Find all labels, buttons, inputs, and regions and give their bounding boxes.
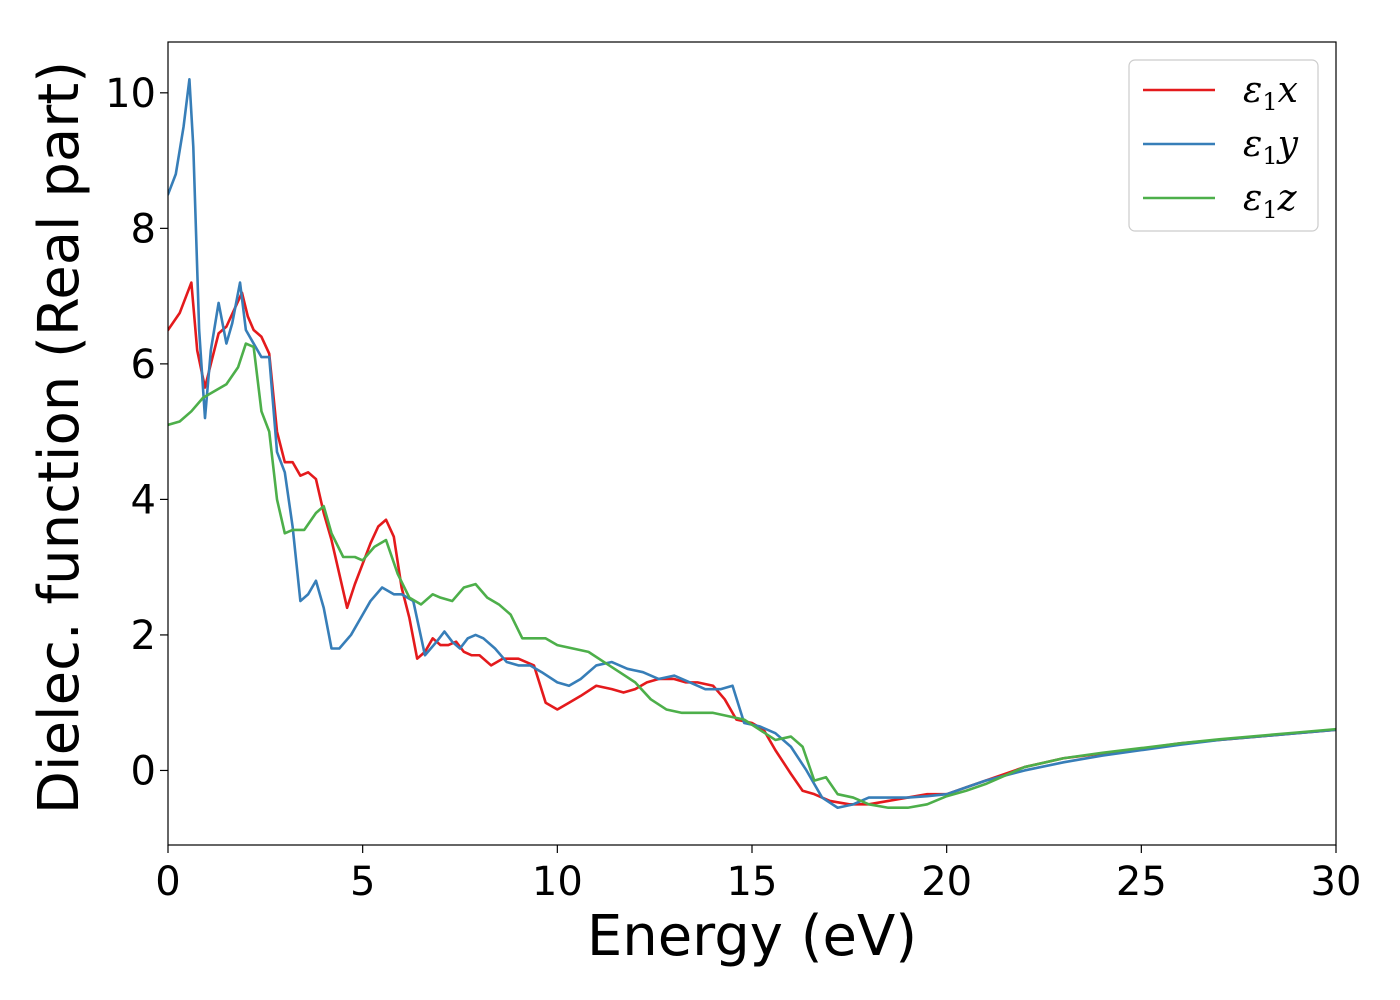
y-tick-label: 8	[131, 206, 156, 252]
series-line-z	[168, 342, 1336, 810]
ticks-layer: 0 5 10 15 20 25 30 0 2 4 6 8 10	[105, 71, 1361, 905]
x-tick-label: 25	[1116, 859, 1167, 905]
legend: ε1x ε1y ε1z	[1128, 59, 1319, 232]
legend-box	[1128, 59, 1319, 232]
x-tick-label: 5	[350, 859, 375, 905]
y-axis-label: Dielec. function (Real part)	[27, 61, 92, 814]
x-tick-label: 15	[727, 859, 778, 905]
y-tick-label: 6	[131, 342, 156, 388]
x-tick-label: 0	[155, 859, 180, 905]
x-axis-label: Energy (eV)	[587, 904, 917, 969]
y-tick-label: 4	[131, 477, 156, 523]
y-tick-label: 0	[131, 748, 156, 794]
legend-label-y: ε1y	[1243, 124, 1299, 170]
y-tick-label: 2	[131, 613, 156, 659]
legend-label-x: ε1x	[1243, 70, 1298, 116]
x-tick-label: 20	[921, 859, 972, 905]
x-tick-label: 30	[1311, 859, 1362, 905]
x-tick-label: 10	[532, 859, 583, 905]
series-line-y	[168, 77, 1336, 810]
legend-label-z: ε1z	[1243, 178, 1298, 224]
series-layer	[168, 77, 1336, 810]
y-tick-label: 10	[105, 71, 156, 117]
